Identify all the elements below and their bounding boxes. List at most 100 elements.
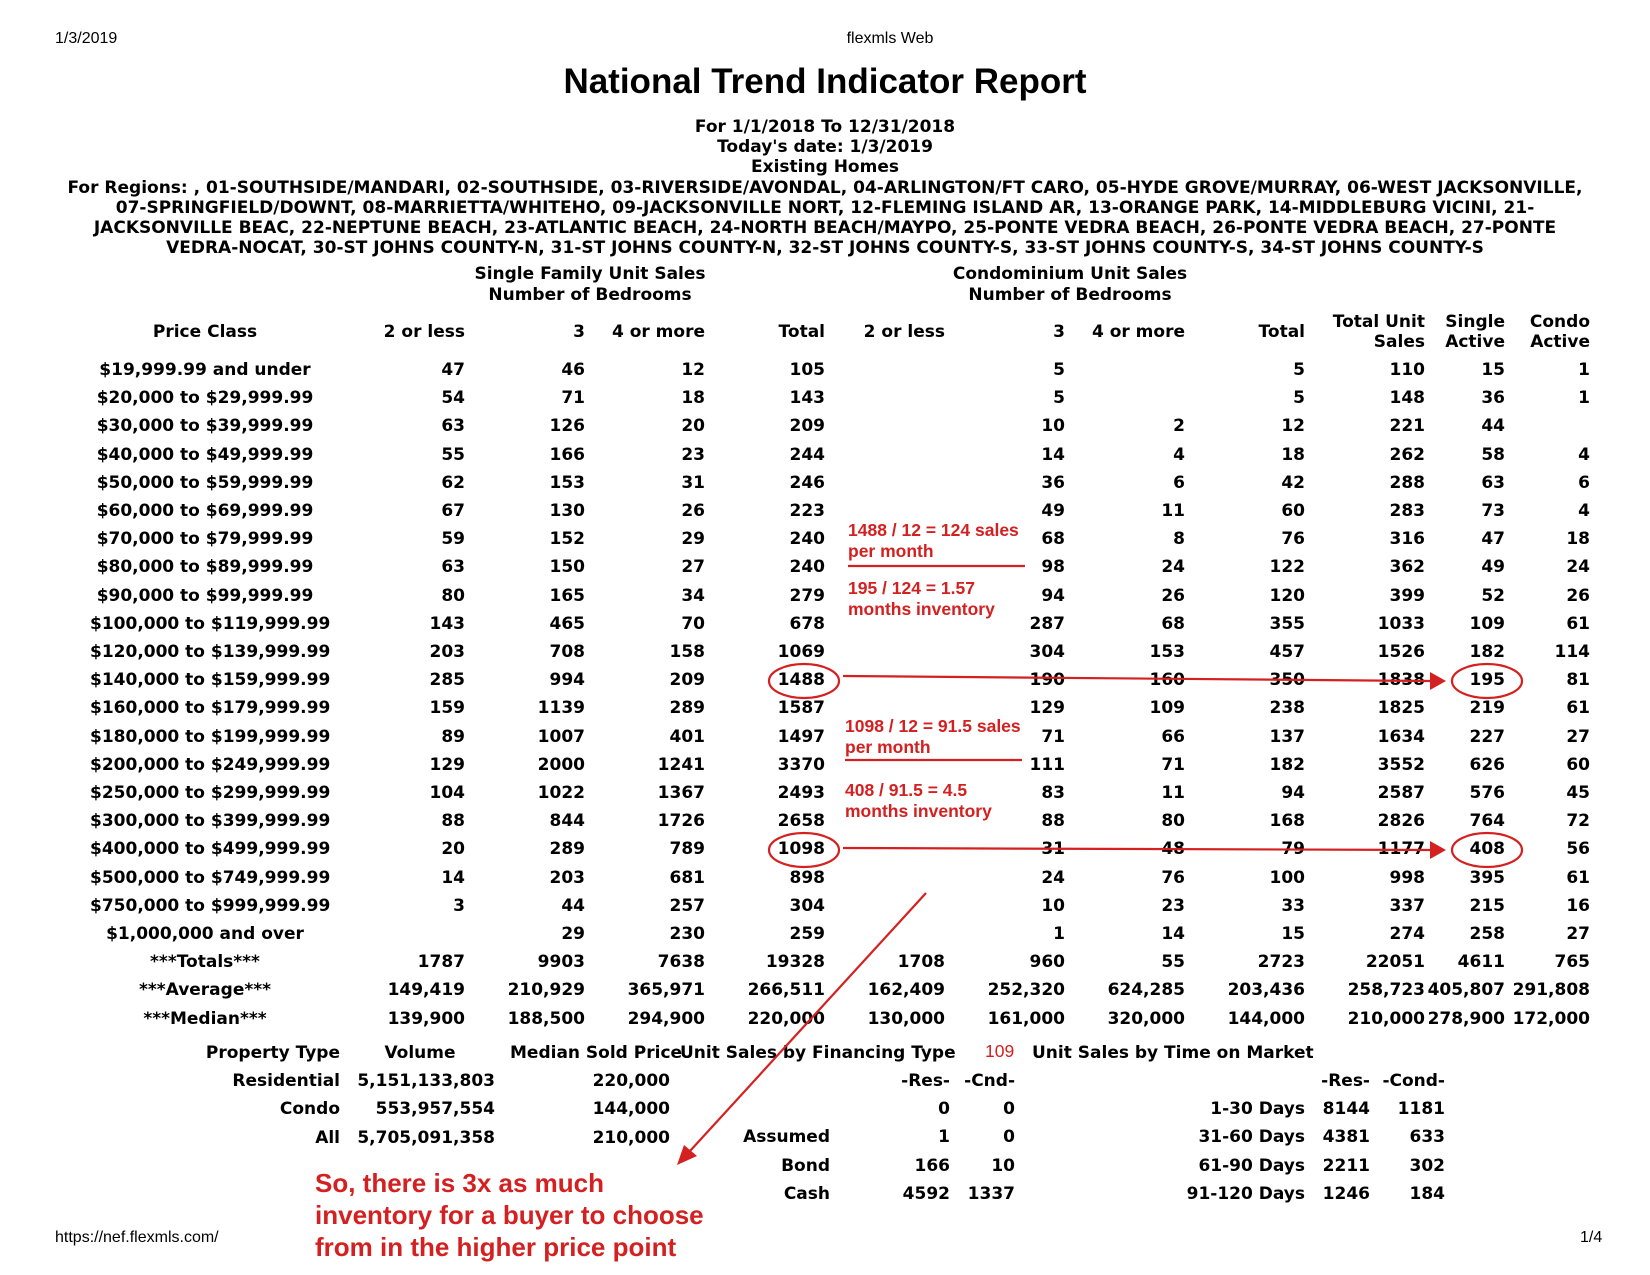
table-cell: 26 [1566,585,1590,606]
table-cell: 81 [1566,670,1590,691]
table-cell: 80 [441,585,465,606]
table-header: 3 [573,322,585,342]
table-row-label: $80,000 to $89,999.99 [96,557,314,578]
table-cell: 15 [1481,360,1505,380]
table-cell: 1069 [777,642,825,662]
table-cell: 36 [1041,472,1065,493]
table-cell: 2658 [777,811,825,832]
table-cell: 240 [789,529,826,550]
financing-extra-value: 109 [985,1041,1015,1061]
table-cell: 1488 [777,670,825,691]
single-family-group-header: Single Family Unit Sales Number of Bedro… [440,264,740,306]
print-page-number: 1/4 [1580,1229,1603,1246]
table-cell: 79 [1281,839,1305,860]
table-cell: 31 [1041,839,1065,860]
table-cell: 244 [789,444,826,465]
table-cell: 49 [1481,557,1505,578]
table-cell: 18 [1566,529,1590,550]
table-cell: 12 [681,360,705,380]
table-cell: 257 [669,895,706,916]
table-cell: 160 [1149,670,1186,691]
print-url: https://nef.flexmls.com/ [55,1229,219,1246]
table-cell: 457 [1269,642,1306,662]
table-header: Condo Active [1529,312,1590,352]
report-regions: For Regions: , 01-SOUTHSIDE/MANDARI, 02-… [67,178,1583,258]
table-cell: 148 [1389,388,1426,409]
table-cell: 4 [1578,501,1590,521]
table-cell: 210,000 [1347,1008,1425,1029]
table-cell: 76 [1281,529,1305,550]
table-cell: 165 [549,585,586,606]
table-header: Price Class [152,322,258,342]
table-cell: 355 [1269,613,1306,634]
table-cell: 143 [429,613,466,634]
table-cell: 4 [1578,444,1590,465]
table-cell: 109 [1149,698,1186,719]
table-cell: 304 [1029,642,1066,662]
table-cell: 209 [669,670,706,691]
table-cell: 6 [1578,472,1590,493]
table-cell: 29 [561,924,585,944]
table-cell: 162,409 [867,980,945,1001]
property-type-label: All [315,1127,340,1148]
table-cell: 36 [1481,388,1505,409]
table-cell: 104 [429,783,466,803]
table-cell: 20 [441,839,465,860]
table-cell: 67 [441,501,465,521]
table-cell: 68 [1041,529,1065,550]
table-cell: 898 [789,867,826,888]
report-today: Today's date: 1/3/2019 [717,137,933,157]
table-cell: 47 [1481,529,1505,550]
table-row-label: $140,000 to $159,999.99 [90,670,331,691]
table-cell: 279 [789,585,826,606]
financing-title: Unit Sales by Financing Type [680,1043,956,1063]
table-cell: 223 [789,501,826,521]
table-cell: 1139 [537,698,585,719]
table-row-label: $500,000 to $749,999.99 [90,867,331,888]
table-cell: 188,500 [507,1008,585,1029]
time-on-market-label: 61-90 Days [1198,1155,1305,1176]
annotation-months-inventory-2: 408 / 91.5 = 4.5 months inventory [845,780,992,821]
table-cell: 1033 [1377,613,1425,634]
table-cell: 5 [1293,360,1305,380]
table-cell: 195 [1469,670,1506,691]
table-cell: 129 [429,754,466,775]
table-cell: 34 [681,585,705,606]
table-cell: 48 [1161,839,1185,860]
table-cell: 166 [549,444,586,465]
table-cell: 5 [1053,388,1065,409]
table-cell: 61 [1566,867,1590,888]
table-row-label: $400,000 to $499,999.99 [90,839,331,860]
table-cell: 1726 [657,811,705,832]
property-cell: 220,000 [592,1071,670,1091]
table-cell: 182 [1269,754,1306,775]
table-cell: 61 [1566,698,1590,719]
table-cell: 1241 [657,754,705,775]
table-cell: 66 [1161,726,1185,747]
table-cell: 52 [1481,585,1505,606]
table-cell: 2 [1173,416,1185,437]
table-row-label: $100,000 to $119,999.99 [90,613,331,634]
table-cell: 678 [789,613,826,634]
table-cell: 153 [1149,642,1186,662]
time-on-market-title: Unit Sales by Time on Market [1032,1043,1314,1063]
table-cell: 60 [1566,754,1590,775]
property-cell: 144,000 [592,1099,670,1120]
table-cell: 1098 [777,839,825,860]
table-cell: 98 [1041,557,1065,578]
table-cell: 289 [549,839,586,860]
table-cell: 209 [789,416,826,437]
table-cell: 72 [1566,811,1590,832]
table-cell: 63 [441,557,465,578]
table-cell: 15 [1281,924,1305,944]
table-cell: 44 [561,895,585,916]
table-cell: 130 [549,501,586,521]
time-on-market-col-cond: -Cond- [1382,1071,1445,1091]
single-family-title: Single Family Unit Sales [474,264,706,284]
financing-col-res: -Res- [901,1071,950,1091]
financing-res-cell: 4592 [902,1183,950,1204]
table-row-label: ***Totals*** [150,952,260,973]
table-cell: 71 [1161,754,1185,775]
table-cell: 203,436 [1227,980,1305,1001]
table-cell: 14 [1041,444,1065,465]
